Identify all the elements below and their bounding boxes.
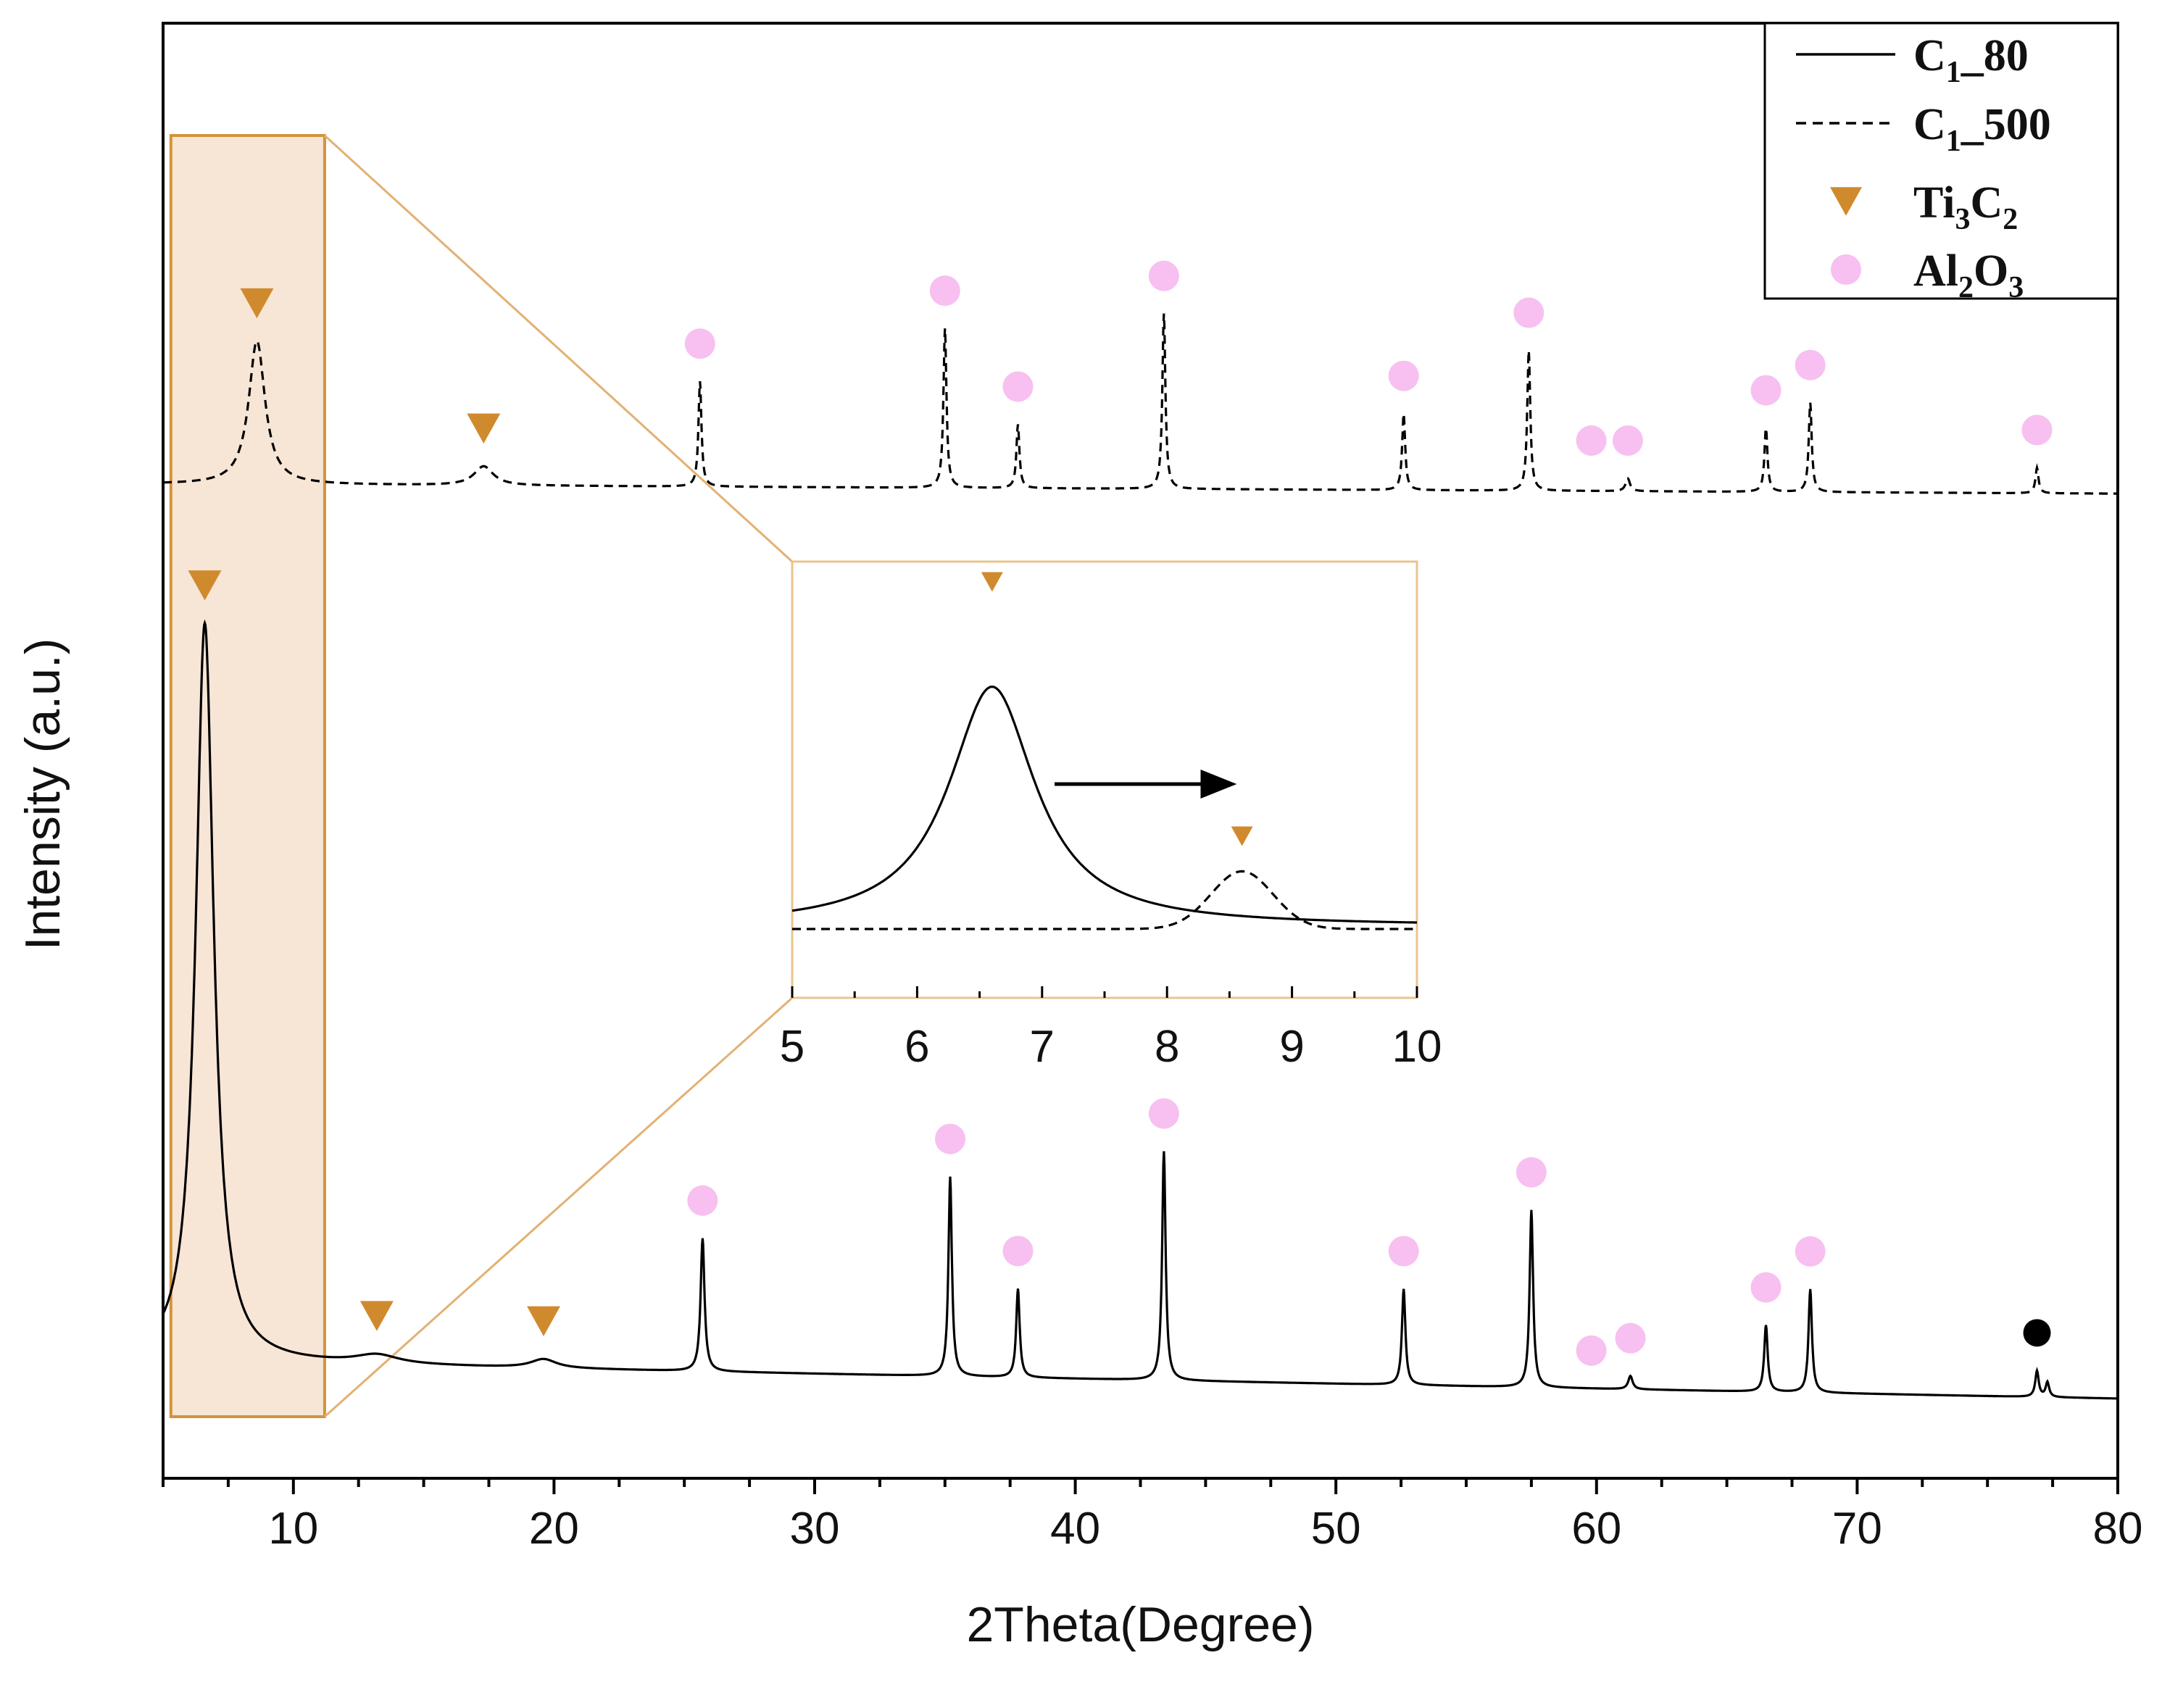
al2o3-marker (934, 1123, 965, 1154)
al2o3-marker (1576, 1335, 1607, 1366)
x-tick-label: 20 (529, 1504, 579, 1554)
al2o3-marker (1148, 260, 1179, 291)
legend-frame (1763, 22, 2119, 300)
al2o3-marker (2021, 414, 2053, 446)
x-tick-label: 10 (268, 1504, 318, 1554)
inset-series-line-c500 (792, 870, 1417, 930)
al2o3-marker (684, 328, 715, 359)
ti3c2-marker (240, 288, 274, 319)
al2o3-marker (1612, 425, 1643, 456)
x-tick-label: 30 (790, 1504, 840, 1554)
ti3c2-marker (467, 413, 501, 444)
legend-swatch-ti3c2 (1830, 187, 1862, 216)
x-axis-ticks: 10 20 30 40 50 60 70 80 (162, 1478, 2143, 1554)
al2o3-marker (929, 275, 960, 307)
zoom-connector-bottom (323, 996, 794, 1418)
inset-x-ticks: 5 6 7 8 9 10 (780, 986, 1442, 1072)
inset-series-line-c80 (791, 686, 1417, 924)
inset-frame (791, 560, 1418, 999)
x-tick-label: 80 (2093, 1504, 2143, 1554)
al2o3-marker (1795, 1236, 1826, 1267)
al2o3-marker (1513, 297, 1544, 328)
inset-x-tick-label: 8 (1155, 1022, 1179, 1072)
inset-marker-layer (981, 572, 1253, 846)
al2o3-marker (1750, 1272, 1781, 1303)
zoom-connector-top (323, 134, 794, 563)
inset-x-tick-label: 10 (1392, 1022, 1442, 1072)
marker-layer (188, 260, 2053, 1366)
x-tick-label: 60 (1571, 1504, 1621, 1554)
legend-swatch-al2o3 (1831, 254, 1861, 285)
legend-label-al2o3: Al2O3 (1913, 246, 2024, 304)
x-axis-title: 2Theta(Degree) (966, 1597, 1314, 1652)
inset-x-tick-label: 9 (1279, 1022, 1304, 1072)
inset-series-layer (791, 686, 1417, 930)
x-tick-label: 50 (1311, 1504, 1361, 1554)
inset-ti3c2-marker (981, 572, 1003, 592)
inset-x-tick-label: 5 (780, 1022, 804, 1072)
inset-plot: 5 6 7 8 9 10 (780, 560, 1442, 1072)
series-layer (162, 313, 2118, 1400)
legend-label-ti3c2: Ti3C2 (1913, 178, 2018, 236)
al2o3-marker (1615, 1322, 1646, 1354)
al2o3-marker (1750, 375, 1781, 406)
al2o3-marker (1002, 1236, 1034, 1267)
legend-label-c500: C1_500 (1913, 100, 2051, 158)
unidentified-phase-marker (2023, 1319, 2051, 1347)
al2o3-marker (1576, 425, 1607, 456)
al2o3-marker (1388, 1236, 1419, 1267)
al2o3-marker (687, 1185, 718, 1216)
al2o3-marker (1002, 371, 1034, 402)
inset-x-tick-label: 6 (905, 1022, 929, 1072)
ti3c2-marker (359, 1301, 394, 1331)
ti3c2-marker (527, 1306, 561, 1336)
al2o3-marker (1795, 349, 1826, 380)
legend-items: C1_80 C1_500 Ti3C2 Al2O3 (1796, 31, 2051, 304)
y-axis-title: Intensity (a.u.) (15, 638, 70, 951)
al2o3-marker (1516, 1157, 1547, 1188)
inset-x-tick-label: 7 (1030, 1022, 1055, 1072)
ti3c2-marker (188, 570, 222, 601)
zoom-highlight-region (169, 134, 326, 1418)
al2o3-marker (1388, 360, 1419, 391)
al2o3-marker (1148, 1098, 1179, 1129)
legend: C1_80 C1_500 Ti3C2 Al2O3 (1763, 22, 2119, 304)
series-line-c500 (163, 313, 2118, 495)
x-tick-label: 70 (1832, 1504, 1882, 1554)
legend-label-c80: C1_80 (1913, 31, 2029, 89)
inset-ti3c2-marker (1231, 826, 1253, 846)
x-tick-label: 40 (1050, 1504, 1100, 1554)
series-line-c80 (162, 619, 2118, 1400)
